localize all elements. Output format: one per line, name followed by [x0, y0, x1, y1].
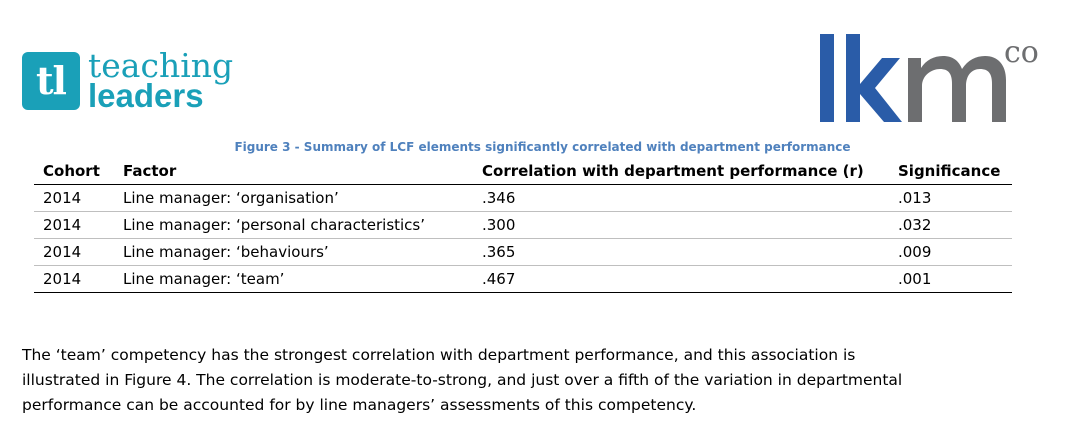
figure-caption: Figure 3 - Summary of LCF elements signi…	[234, 140, 851, 154]
cell-factor: Line manager: ‘personal characteristics’	[114, 211, 473, 239]
tl-logo-mark: tl	[22, 52, 80, 110]
cell-significance: .009	[889, 238, 1012, 266]
lkm-letter-m	[908, 56, 1006, 122]
cell-cohort: 2014	[34, 184, 114, 212]
cell-factor: Line manager: ‘organisation’	[114, 184, 473, 212]
cell-cohort: 2014	[34, 238, 114, 266]
table-row: 2014 Line manager: ‘personal characteris…	[34, 211, 1012, 239]
header-cohort: Cohort	[34, 158, 114, 185]
header-significance: Significance	[889, 158, 1012, 185]
lkm-letter-l	[820, 34, 834, 122]
cell-significance: .032	[889, 211, 1012, 239]
body-line: illustrated in Figure 4. The correlation…	[22, 371, 903, 389]
cell-cohort: 2014	[34, 211, 114, 239]
cell-significance: .001	[889, 265, 1012, 293]
cell-correlation: .300	[473, 211, 889, 239]
cell-significance: .013	[889, 184, 1012, 212]
correlation-table: Cohort Factor Correlation with departmen…	[34, 158, 1012, 293]
body-line: The ‘team’ competency has the strongest …	[22, 346, 856, 364]
cell-factor: Line manager: ‘behaviours’	[114, 238, 473, 266]
cell-factor: Line manager: ‘team’	[114, 265, 473, 293]
table-row: 2014 Line manager: ‘organisation’ .346 .…	[34, 184, 1012, 212]
cell-correlation: .365	[473, 238, 889, 266]
cell-cohort: 2014	[34, 265, 114, 293]
table-row: 2014 Line manager: ‘behaviours’ .365 .00…	[34, 238, 1012, 266]
tl-logo-word-teaching: teaching	[88, 46, 234, 85]
body-paragraph: The ‘team’ competency has the strongest …	[22, 343, 1072, 418]
lkm-superscript-co: co	[1004, 35, 1039, 70]
header-factor: Factor	[114, 158, 473, 185]
cell-correlation: .467	[473, 265, 889, 293]
lkm-co-logo: co	[820, 34, 1039, 122]
table-header-row: Cohort Factor Correlation with departmen…	[34, 158, 1012, 185]
body-line: performance can be accounted for by line…	[22, 396, 697, 414]
table-row: 2014 Line manager: ‘team’ .467 .001	[34, 265, 1012, 293]
tl-logo-word-leaders: leaders	[88, 77, 204, 114]
cell-correlation: .346	[473, 184, 889, 212]
lkm-letter-k	[846, 34, 902, 122]
header-correlation: Correlation with department performance …	[473, 158, 889, 185]
